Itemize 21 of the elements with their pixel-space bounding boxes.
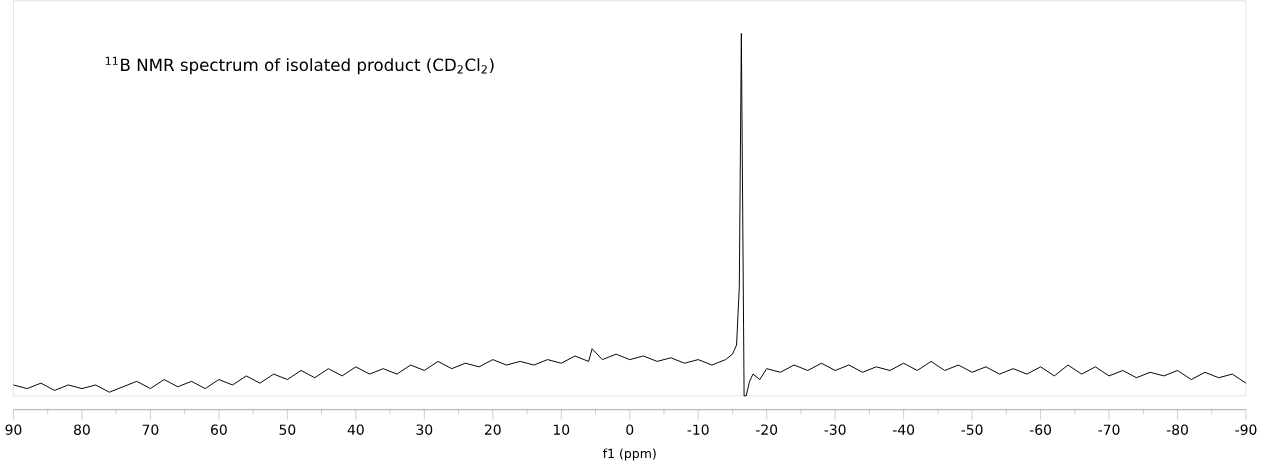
x-tick-label: -10 (687, 424, 709, 435)
x-tick-label: -40 (892, 424, 915, 435)
x-tick-label: 0 (626, 424, 634, 435)
x-tick-label: -20 (756, 424, 778, 435)
x-tick-label: 90 (5, 424, 22, 435)
x-tick-label: -30 (824, 424, 846, 435)
x-tick-label: 10 (553, 424, 570, 435)
x-tick-label: 70 (142, 424, 159, 435)
x-axis-title: f1 (ppm) (602, 448, 656, 461)
x-tick-label: -80 (1166, 424, 1188, 435)
x-tick-label: 20 (484, 424, 501, 435)
x-tick-label: -50 (961, 424, 983, 435)
text: $^{11}$B NMR spectrum of isolated product (CD$_{2}$Cl$_{2}$) (105, 56, 494, 75)
x-tick-label: 50 (279, 424, 296, 435)
x-tick-label: -90 (1235, 424, 1257, 435)
x-tick-label: -70 (1098, 424, 1120, 435)
x-tick-label: 80 (74, 424, 90, 435)
x-tick-label: -60 (1029, 424, 1052, 435)
x-tick-label: 60 (211, 424, 227, 435)
x-tick-label: 40 (347, 424, 364, 435)
x-tick-label: 30 (416, 424, 433, 435)
